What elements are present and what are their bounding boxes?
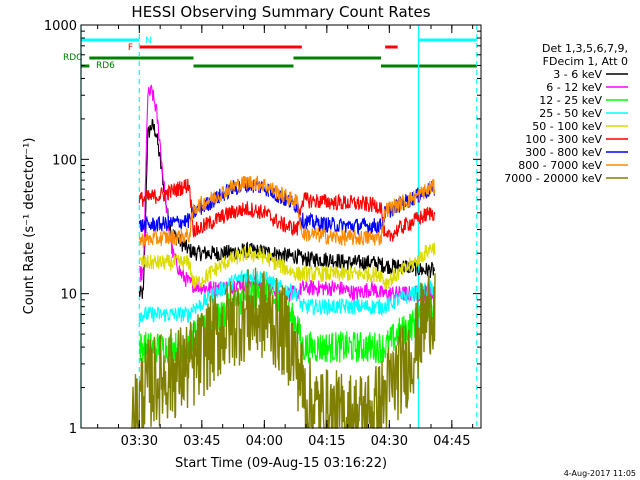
flag-label-rd6: RD6 <box>96 61 115 71</box>
x-tick-label: 04:30 <box>371 434 408 449</box>
y-axis-ticks: 1 10 100 1000 <box>44 19 481 437</box>
x-tick-label: 04:45 <box>433 434 470 449</box>
legend-entry-label: 12 - 25 keV <box>539 94 602 107</box>
x-axis-label: Start Time (09-Aug-15 03:16:22) <box>175 456 387 471</box>
legend-entry-label: 50 - 100 keV <box>532 120 602 133</box>
series-line-6 <box>138 178 436 242</box>
series-line-9 <box>131 267 436 429</box>
legend-entry-label: 3 - 6 keV <box>553 68 602 81</box>
legend-header-line: FDecim 1, Att 0 <box>543 55 628 68</box>
x-tick-label: 03:45 <box>183 434 220 449</box>
legend-entry-label: 300 - 800 keV <box>525 146 602 159</box>
y-tick-label: 1000 <box>44 19 77 34</box>
flag-label-n: N <box>145 36 152 46</box>
legend-header-line: Det 1,3,5,6,7,9, <box>542 42 628 55</box>
legend-entry-label: 7000 - 20000 keV <box>504 172 602 185</box>
series-line-8 <box>138 175 436 248</box>
series-line-4 <box>138 268 436 324</box>
series-line-5 <box>138 242 436 290</box>
x-tick-label: 04:00 <box>246 434 283 449</box>
flag-label-f: F <box>128 43 133 53</box>
series-lines <box>131 84 436 429</box>
y-tick-label: 100 <box>52 153 77 168</box>
legend: Det 1,3,5,6,7,9,FDecim 1, Att 03 - 6 keV… <box>504 42 628 185</box>
plot-frame <box>80 24 482 429</box>
series-line-1 <box>138 118 436 299</box>
flag-bars: N F RDC RD6 <box>63 36 477 71</box>
legend-entry-label: 25 - 50 keV <box>539 107 602 120</box>
legend-entry-label: 6 - 12 keV <box>546 81 602 94</box>
flag-label-rdc: RDC <box>63 53 82 63</box>
footer-date: 4-Aug-2017 11:05 <box>564 469 636 478</box>
legend-entry-label: 100 - 300 keV <box>525 133 602 146</box>
y-axis-label: Count Rate (s⁻¹ detector⁻¹) <box>22 138 37 315</box>
chart-title: HESSI Observing Summary Count Rates <box>131 3 430 21</box>
x-axis-ticks: 03:30 03:45 04:00 04:15 04:30 04:45 <box>97 25 474 449</box>
y-tick-label: 1 <box>69 422 77 437</box>
x-tick-label: 04:15 <box>308 434 345 449</box>
y-tick-label: 10 <box>60 288 77 303</box>
legend-entry-label: 800 - 7000 keV <box>518 159 602 172</box>
x-tick-label: 03:30 <box>121 434 158 449</box>
